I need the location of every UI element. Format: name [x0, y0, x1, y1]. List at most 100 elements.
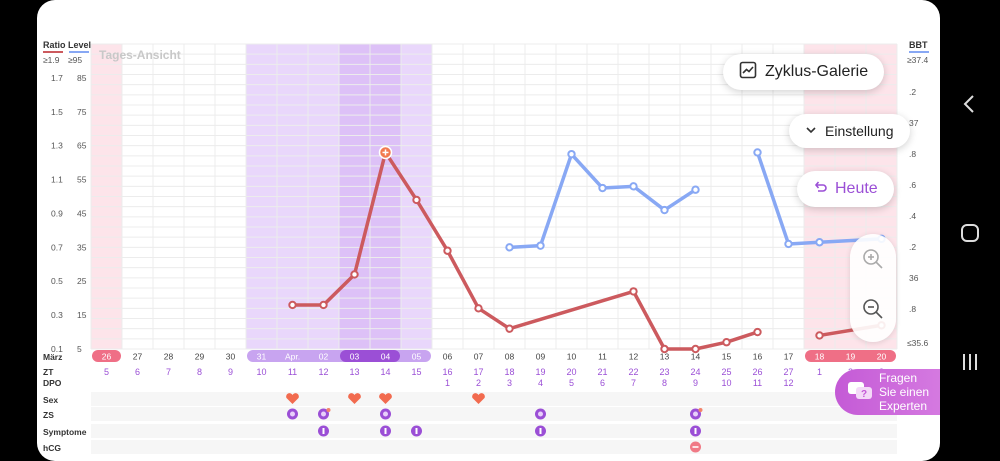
- lh-point[interactable]: [350, 270, 359, 279]
- date-label: 04: [381, 352, 391, 362]
- level-tick: 75: [77, 107, 87, 117]
- bbt-series-line: [509, 152, 697, 250]
- ratio-tick: 1.1: [51, 175, 63, 185]
- heute-button[interactable]: Heute: [797, 171, 894, 207]
- ratio-tick: 0.7: [51, 242, 63, 252]
- bbt-point[interactable]: [505, 243, 514, 252]
- ratio-tick: 1.3: [51, 141, 63, 151]
- mucus-icon-inner: [538, 411, 543, 417]
- month-label: März: [43, 352, 62, 362]
- view-mode-label: Tages-Ansicht: [99, 48, 181, 62]
- zt-value: 15: [411, 367, 421, 377]
- ratio-tick: 0.1: [51, 344, 63, 354]
- level-tick: 35: [77, 242, 87, 252]
- date-label: 20: [877, 352, 887, 362]
- trend-chart-icon: [739, 61, 757, 84]
- bbt-tick: 37: [909, 118, 919, 128]
- zt-value: 14: [380, 367, 390, 377]
- zoom-in-icon[interactable]: [861, 247, 885, 271]
- bbt-point[interactable]: [598, 183, 607, 193]
- notification-dot: [698, 408, 703, 412]
- heart-icon[interactable]: [472, 393, 485, 404]
- hcg-row-bg: [91, 440, 897, 454]
- level-tick: 55: [77, 175, 87, 185]
- bbt-tick: .6: [909, 180, 916, 190]
- back-icon[interactable]: [958, 92, 982, 116]
- bbt-point[interactable]: [629, 182, 638, 191]
- lh-point[interactable]: [722, 338, 731, 347]
- level-tick: 25: [77, 276, 87, 286]
- lh-point[interactable]: [288, 300, 297, 310]
- symptom-icon-mark: [322, 428, 325, 434]
- lh-point[interactable]: [443, 246, 452, 255]
- mucus-icon-inner: [383, 411, 388, 417]
- app-screen: Ratio Level ≥1.9 ≥95 BBT ≥37.4 ≤35.6 Tages-Ans…: [37, 0, 940, 461]
- recent-apps-icon[interactable]: [958, 350, 982, 374]
- bbt-point[interactable]: [536, 241, 545, 250]
- zt-value: 27: [783, 367, 793, 377]
- fertile-date-pill: [247, 350, 431, 362]
- bbt-point[interactable]: [753, 148, 762, 157]
- heart-icon[interactable]: [348, 393, 361, 404]
- hcg-label: hCG: [43, 443, 61, 453]
- date-label: 28: [164, 352, 174, 362]
- bbt-point[interactable]: [660, 205, 669, 215]
- home-icon[interactable]: [958, 221, 982, 245]
- date-label: 13: [660, 352, 670, 362]
- level-tick: 65: [77, 141, 87, 151]
- bbt-tick: .8: [909, 149, 916, 159]
- lh-point[interactable]: [629, 287, 638, 296]
- svg-text:?: ?: [861, 389, 867, 400]
- zt-value: 17: [473, 367, 483, 377]
- lh-point[interactable]: [319, 300, 328, 310]
- lh-point[interactable]: [412, 195, 421, 205]
- period-date-pill: [805, 350, 896, 362]
- date-label: 12: [629, 352, 639, 362]
- lh-point[interactable]: [660, 344, 669, 354]
- zt-value: 11: [288, 367, 297, 377]
- zt-value: 26: [752, 367, 762, 377]
- bbt-point[interactable]: [784, 239, 793, 249]
- dpo-value: 11: [753, 378, 762, 388]
- dpo-value: 7: [631, 378, 636, 388]
- ratio-tick: 0.5: [51, 276, 63, 286]
- mucus-icon-inner: [290, 411, 295, 417]
- bbt-tick: .2: [909, 242, 916, 252]
- notification-dot: [326, 408, 331, 412]
- dpo-value: 6: [600, 378, 605, 388]
- dpo-value: 12: [783, 378, 793, 388]
- bbt-point[interactable]: [567, 149, 576, 159]
- lh-point[interactable]: [691, 344, 700, 354]
- bbt-tick: 36: [909, 273, 919, 283]
- symptom-icon-mark: [694, 428, 697, 434]
- bbt-point[interactable]: [691, 185, 700, 194]
- lh-point[interactable]: [474, 304, 483, 313]
- zs-label: ZS: [43, 410, 54, 420]
- date-label: 03: [350, 352, 360, 362]
- lh-point[interactable]: [753, 327, 762, 337]
- date-label: 26: [102, 352, 112, 362]
- zyklus-galerie-button[interactable]: Zyklus-Galerie: [723, 54, 885, 90]
- expert-button[interactable]: ? Fragen Sie einen Experten: [835, 369, 940, 415]
- date-label: 06: [443, 352, 453, 362]
- zt-value: 13: [349, 367, 359, 377]
- lh-point[interactable]: [815, 331, 824, 340]
- level-tick: 45: [77, 208, 87, 218]
- date-label: 19: [846, 352, 856, 362]
- einstellung-button[interactable]: Einstellung: [789, 114, 910, 148]
- bbt-point[interactable]: [815, 238, 824, 247]
- mucus-icon-inner: [321, 411, 326, 417]
- symptom-icon-mark: [415, 428, 418, 434]
- symptome-row-bg: [91, 424, 897, 438]
- zt-value: 1: [817, 367, 822, 377]
- dpo-value: 10: [721, 378, 731, 388]
- heart-icon[interactable]: [286, 393, 299, 404]
- zoom-out-icon[interactable]: [861, 297, 885, 321]
- date-label: 27: [133, 352, 143, 362]
- heart-icon[interactable]: [379, 393, 392, 404]
- einstellung-label: Einstellung: [825, 123, 894, 139]
- dpo-value: 5: [569, 378, 574, 388]
- lh-point[interactable]: [505, 324, 514, 333]
- dpo-value: 1: [445, 378, 450, 388]
- bbt-max-label: ≥37.4: [907, 55, 928, 65]
